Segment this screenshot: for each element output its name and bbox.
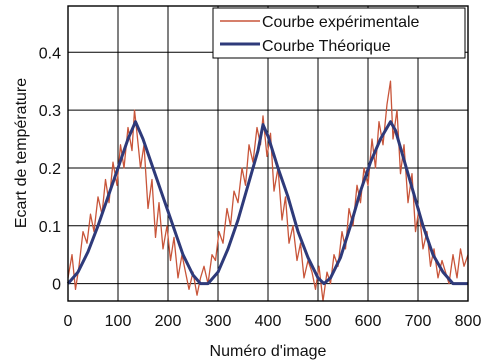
x-tick-label: 800: [455, 313, 482, 330]
x-tick-label: 0: [64, 313, 73, 330]
y-tick-label: 0: [52, 277, 61, 294]
x-tick-label: 500: [305, 313, 332, 330]
legend-label-theoretical: Courbe Théorique: [262, 38, 391, 55]
y-tick-label: 0.4: [39, 45, 61, 62]
y-tick-label: 0.2: [39, 161, 61, 178]
x-tick-label: 200: [155, 313, 182, 330]
x-tick-label: 400: [255, 313, 282, 330]
legend-box: [212, 7, 466, 59]
x-tick-label: 300: [205, 313, 232, 330]
y-tick-label: 0.1: [39, 219, 61, 236]
x-axis-label: Numéro d'image: [210, 343, 327, 360]
plot-frame: [67, 5, 469, 302]
x-tick-label: 700: [405, 313, 432, 330]
series-line-experimental: [67, 80, 469, 302]
series-layer: [66, 80, 469, 302]
x-tick-labels: 0 100 200 300 400 500 600 700 800: [64, 313, 482, 330]
legend-label-experimental: Courbe expérimentale: [262, 14, 420, 31]
y-tick-labels: 0 0.1 0.2 0.3 0.4: [39, 45, 61, 293]
x-tick-label: 100: [105, 313, 132, 330]
x-tick-label: 600: [355, 313, 382, 330]
y-axis-label: Ecart de température: [13, 78, 30, 228]
y-tick-label: 0.3: [39, 103, 61, 120]
legend: Courbe expérimentale Courbe Théorique: [212, 7, 466, 59]
series-line-theoretical: [66, 120, 468, 286]
